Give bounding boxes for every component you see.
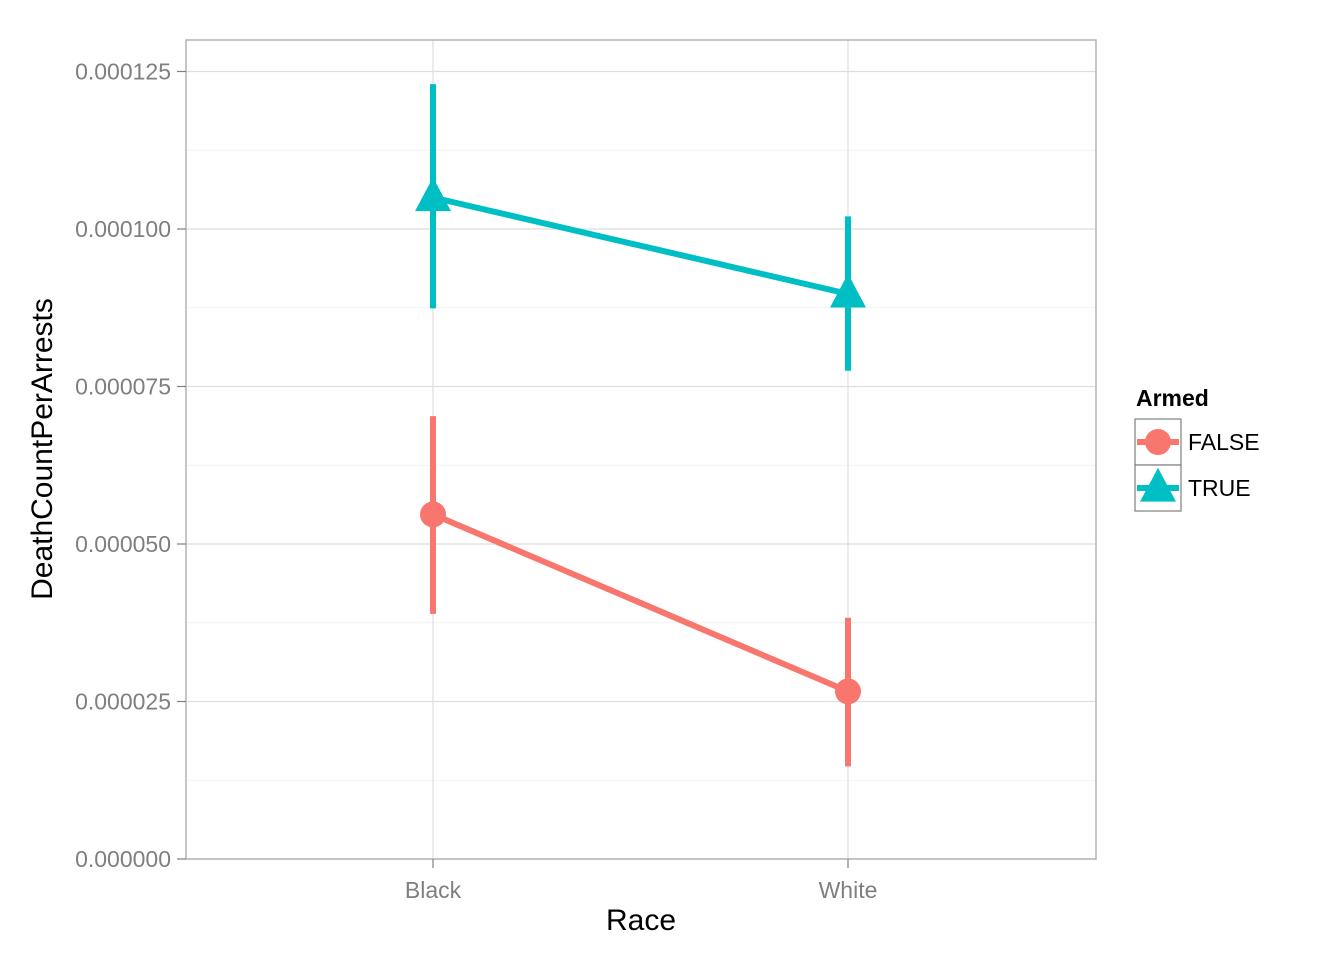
minor-gridlines xyxy=(186,149,1096,781)
data-point-false xyxy=(835,678,861,705)
x-tick-label: Black xyxy=(405,877,462,903)
series-line-true xyxy=(432,194,849,297)
x-tick-label: White xyxy=(819,877,878,903)
data-marks xyxy=(415,84,866,767)
panel-border xyxy=(185,39,1097,860)
panel-background xyxy=(186,40,1096,859)
legend-label-true: TRUE xyxy=(1188,475,1251,501)
data-point-true xyxy=(830,273,866,308)
series-line-false xyxy=(431,511,850,695)
legend-marker-circle xyxy=(1145,429,1171,455)
y-axis: 0.000000 0.000025 0.000050 0.000075 0.000100… xyxy=(75,59,186,872)
y-tick-label: 0.000000 xyxy=(75,846,171,872)
data-point-false xyxy=(420,501,446,528)
y-tick-label: 0.000100 xyxy=(75,216,171,242)
legend-label-false: FALSE xyxy=(1188,429,1260,455)
legend-title: Armed xyxy=(1136,385,1209,411)
y-tick-label: 0.000125 xyxy=(75,59,171,85)
x-axis-title: Race xyxy=(606,904,676,937)
y-axis-title: DeathCountPerArrests xyxy=(26,298,59,600)
data-point-true xyxy=(415,177,451,212)
y-tick-label: 0.000025 xyxy=(75,689,171,715)
y-tick-label: 0.000050 xyxy=(75,531,171,557)
x-axis: Black White xyxy=(405,859,878,903)
legend-marker-triangle xyxy=(1140,467,1176,502)
y-tick-label: 0.000075 xyxy=(75,374,171,400)
legend: Armed FALSE TRUE xyxy=(1134,385,1260,512)
